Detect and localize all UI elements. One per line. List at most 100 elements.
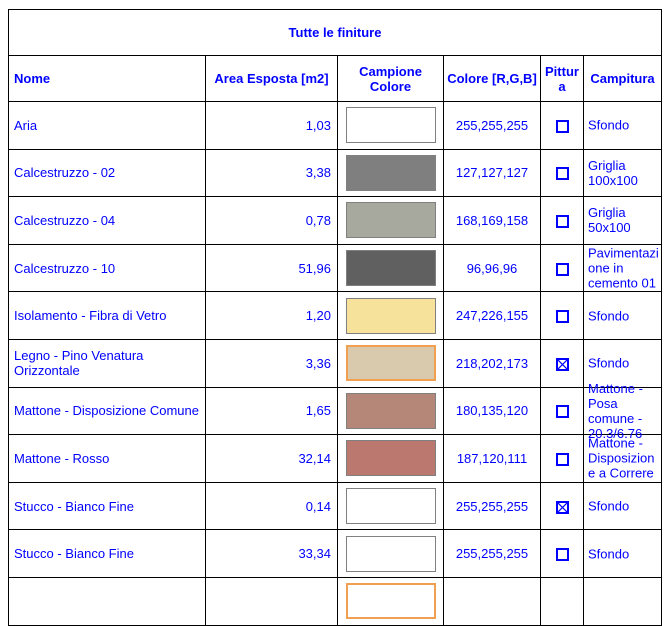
table-row: Isolamento - Fibra di Vetro 1,20 247,226,1… [8, 291, 662, 340]
table-row: Calcestruzzo - 10 51,96 96,96,96 Pavimentaz… [8, 243, 662, 293]
color-swatch[interactable] [345, 440, 436, 477]
campitura-text: Pavimentazione in cemento 01 [588, 245, 659, 291]
campitura-cell: Sfondo [583, 481, 662, 531]
pittura-checkbox[interactable] [555, 500, 569, 514]
pittura-cell [540, 196, 584, 245]
area-cell: 1,20 [205, 291, 338, 340]
campitura-cell: Mattone - Disposizione a Correre [583, 434, 662, 483]
pittura-checkbox[interactable] [555, 119, 569, 133]
rgb-cell: 127,127,127 [443, 148, 541, 198]
rgb-cell: 168,169,158 [443, 196, 541, 245]
pittura-checkbox[interactable] [555, 215, 569, 229]
campitura-text: Mattone - Posa comune - 20.3/6.76 [588, 380, 643, 441]
finish-report: Tutte le finiture Nome Area Esposta [m2]… [8, 9, 662, 626]
campitura-text: Sfondo [588, 117, 630, 133]
column-header-pittura: Pittura [540, 55, 584, 102]
area-cell: 1,03 [205, 101, 338, 150]
finish-table: Tutte le finiture Nome Area Esposta [m2]… [8, 9, 662, 626]
table-row: Stucco - Bianco Fine 33,34 255,255,255 Sfon… [8, 529, 662, 578]
table-row [8, 576, 662, 626]
color-sample-cell [337, 101, 444, 150]
rgb-cell: 255,255,255 [443, 529, 541, 578]
rgb-cell: 255,255,255 [443, 481, 541, 531]
color-sample-cell [337, 481, 444, 531]
pittura-cell [540, 386, 584, 436]
color-swatch[interactable] [345, 392, 436, 429]
column-header-campione: Campione Colore [337, 55, 444, 102]
pittura-cell [540, 529, 584, 578]
color-swatch[interactable] [345, 345, 436, 382]
pittura-checkbox[interactable] [555, 405, 569, 419]
color-swatch[interactable] [345, 583, 436, 620]
finish-name-cell: Legno - Pino Venatura Orizzontale [8, 338, 206, 388]
campitura-text: Sfondo [588, 546, 630, 562]
pittura-cell [540, 291, 584, 340]
pittura-checkbox[interactable] [555, 452, 569, 466]
campitura-text: Sfondo [588, 498, 630, 514]
campitura-text: Mattone - Disposizione a Correre [588, 435, 655, 481]
area-cell: 32,14 [205, 434, 338, 483]
pittura-checkbox[interactable] [555, 548, 569, 562]
finish-name-cell: Stucco - Bianco Fine [8, 529, 206, 578]
finish-name-cell: Mattone - Rosso [8, 434, 206, 483]
table-row: Mattone - Rosso 32,14 187,120,111 Mattone -… [8, 434, 662, 483]
rgb-cell: 180,135,120 [443, 386, 541, 436]
color-sample-cell [337, 434, 444, 483]
area-cell: 51,96 [205, 243, 338, 293]
color-swatch[interactable] [345, 297, 436, 334]
finish-name-cell: Aria [8, 101, 206, 150]
campitura-cell: Sfondo [583, 101, 662, 150]
campitura-cell: Pavimentazione in cemento 01 [583, 243, 662, 293]
pittura-checkbox[interactable] [555, 310, 569, 324]
color-sample-cell [337, 576, 444, 626]
color-sample-cell [337, 529, 444, 578]
pittura-cell [540, 481, 584, 531]
table-row: Aria 1,03 255,255,255 Sfondo [8, 101, 662, 150]
finish-name-cell: Calcestruzzo - 02 [8, 148, 206, 198]
pittura-checkbox[interactable] [555, 357, 569, 371]
table-row: Mattone - Disposizione Comune 1,65 180,135… [8, 381, 662, 441]
finish-name-cell: Stucco - Bianco Fine [8, 481, 206, 531]
table-row: Calcestruzzo - 02 3,38 127,127,127 Griglia … [8, 148, 662, 198]
area-cell: 33,34 [205, 529, 338, 578]
column-header-colore: Colore [R,G,B] [443, 55, 541, 102]
campitura-cell: Mattone - Posa comune - 20.3/6.76 [583, 381, 662, 441]
campitura-cell: Griglia 50x100 [583, 196, 662, 245]
table-title-row: Tutte le finiture [8, 9, 662, 56]
campitura-cell: Sfondo [583, 291, 662, 340]
area-cell: 0,78 [205, 196, 338, 245]
campitura-cell: Sfondo [583, 338, 662, 388]
finish-name-cell: Isolamento - Fibra di Vetro [8, 291, 206, 340]
column-header-campitura: Campitura [583, 55, 662, 102]
color-sample-cell [337, 243, 444, 293]
color-swatch[interactable] [345, 488, 436, 525]
finish-name-cell: Calcestruzzo - 10 [8, 243, 206, 293]
table-row: Stucco - Bianco Fine 0,14 255,255,255 Sfond… [8, 481, 662, 531]
pittura-cell [540, 148, 584, 198]
color-sample-cell [337, 148, 444, 198]
color-swatch[interactable] [345, 107, 436, 144]
color-sample-cell [337, 386, 444, 436]
color-swatch[interactable] [345, 535, 436, 572]
area-cell: 0,14 [205, 481, 338, 531]
rgb-cell: 247,226,155 [443, 291, 541, 340]
campitura-text: Sfondo [588, 355, 630, 371]
color-swatch[interactable] [345, 154, 436, 191]
table-row: Legno - Pino Venatura Orizzontale 3,36 218… [8, 338, 662, 388]
table-row: Calcestruzzo - 04 0,78 168,169,158 Griglia … [8, 196, 662, 245]
pittura-cell [540, 576, 584, 626]
pittura-cell [540, 101, 584, 150]
finish-name-cell: Calcestruzzo - 04 [8, 196, 206, 245]
pittura-cell [540, 338, 584, 388]
campitura-cell: Sfondo [583, 529, 662, 578]
color-swatch[interactable] [345, 250, 436, 287]
color-sample-cell [337, 291, 444, 340]
pittura-checkbox[interactable] [555, 167, 569, 181]
color-swatch[interactable] [345, 202, 436, 239]
campitura-text: Sfondo [588, 308, 630, 324]
color-sample-cell [337, 338, 444, 388]
area-cell: 3,36 [205, 338, 338, 388]
column-header-nome: Nome [8, 55, 206, 102]
column-header-area: Area Esposta [m2] [205, 55, 338, 102]
pittura-checkbox[interactable] [555, 262, 569, 276]
